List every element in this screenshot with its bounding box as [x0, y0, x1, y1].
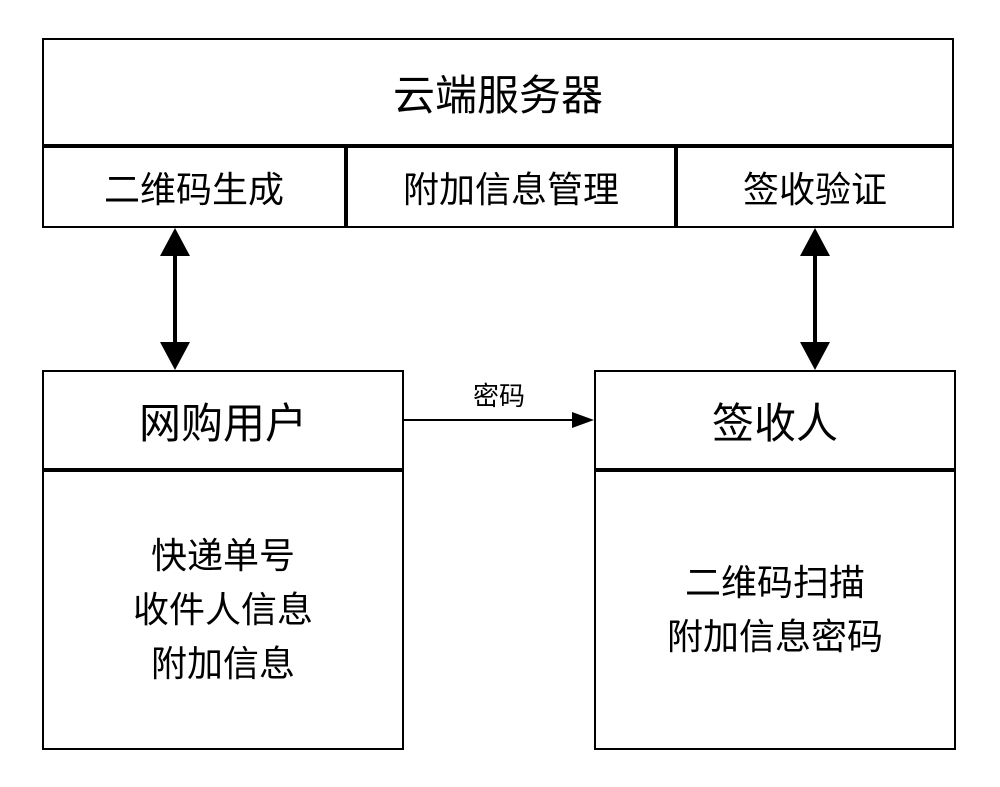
user-title-text: 网购用户 [139, 390, 307, 451]
mid-arrow-right [404, 412, 594, 428]
left-double-arrow [160, 228, 190, 370]
server-title-cell: 云端服务器 [42, 38, 954, 146]
server-cell1-text: 二维码生成 [104, 161, 284, 213]
server-cell2-text: 附加信息管理 [403, 161, 619, 213]
server-cell-qr: 二维码生成 [42, 146, 346, 228]
right-double-arrow [800, 228, 830, 370]
user-line3: 附加信息 [151, 637, 295, 691]
signer-body-cell: 二维码扫描 附加信息密码 [594, 470, 956, 750]
signer-line2: 附加信息密码 [667, 610, 883, 664]
signer-line1: 二维码扫描 [685, 556, 865, 610]
server-title-text: 云端服务器 [393, 62, 603, 123]
signer-title-cell: 签收人 [594, 370, 956, 470]
user-title-cell: 网购用户 [42, 370, 404, 470]
user-line1: 快递单号 [151, 529, 295, 583]
password-label-text: 密码 [473, 382, 525, 411]
signer-title-text: 签收人 [712, 390, 838, 451]
server-cell3-text: 签收验证 [743, 161, 887, 213]
user-line2: 收件人信息 [133, 583, 313, 637]
password-label: 密码 [404, 376, 594, 413]
server-cell-verify: 签收验证 [676, 146, 954, 228]
server-cell-info: 附加信息管理 [346, 146, 676, 228]
user-body-cell: 快递单号 收件人信息 附加信息 [42, 470, 404, 750]
